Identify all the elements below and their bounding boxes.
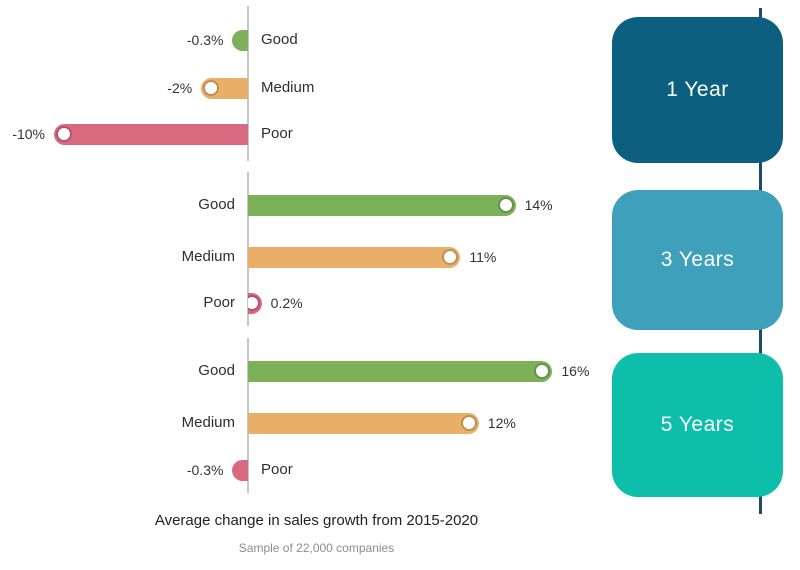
bar-1-year-good [232, 29, 248, 51]
bar-endpoint-dot [460, 415, 477, 431]
year-box-label: 1 Year [666, 78, 729, 101]
bar-endpoint-dot [203, 80, 220, 96]
bar-category-label: Poor [203, 294, 235, 311]
bar-value-label: 12% [487, 415, 516, 431]
year-box-label: 3 Years [660, 248, 735, 271]
bar-endpoint-dot [534, 363, 551, 379]
bar-value-label: 0.2% [270, 295, 303, 311]
bar-endpoint-dot [56, 126, 72, 142]
bar-value-label: 11% [469, 249, 497, 265]
bar-3-years-poor [248, 292, 262, 314]
year-box-5-years: 5 Years [612, 353, 783, 497]
bar-endpoint-dot [248, 295, 260, 311]
bar-3-years-good [248, 194, 516, 216]
bar-category-label: Good [198, 196, 235, 213]
bar-5-years-good [248, 360, 553, 382]
bar-category-label: Medium [181, 414, 235, 431]
bar-category-label: Good [261, 31, 298, 48]
bar-1-year-poor [54, 123, 248, 145]
bar-3-years-medium [248, 246, 461, 268]
chart-subtitle: Sample of 22,000 companies [238, 541, 395, 555]
chart-title: Average change in sales growth from 2015… [154, 512, 479, 529]
bar-category-label: Medium [181, 248, 235, 265]
bar-value-label: -0.3% [186, 32, 224, 48]
bar-value-label: -0.3% [186, 462, 224, 478]
bar-value-label: 16% [561, 363, 590, 379]
bar-5-years-poor [232, 459, 248, 481]
bar-value-label: -2% [167, 80, 193, 96]
bar-value-label: -10% [12, 126, 45, 142]
bar-endpoint-dot [497, 197, 514, 213]
bar-category-label: Poor [261, 461, 293, 478]
bar-category-label: Good [198, 362, 235, 379]
year-box-label: 5 Years [660, 413, 735, 436]
year-box-1-year: 1 Year [612, 17, 783, 163]
bar-category-label: Poor [261, 125, 293, 142]
bar-1-year-medium [201, 77, 248, 99]
bar-5-years-medium [248, 412, 479, 434]
bar-endpoint-dot [442, 249, 459, 265]
bar-value-label: 14% [524, 197, 553, 213]
year-box-3-years: 3 Years [612, 190, 783, 330]
zero-axis-line [247, 6, 249, 161]
bar-category-label: Medium [261, 79, 315, 96]
